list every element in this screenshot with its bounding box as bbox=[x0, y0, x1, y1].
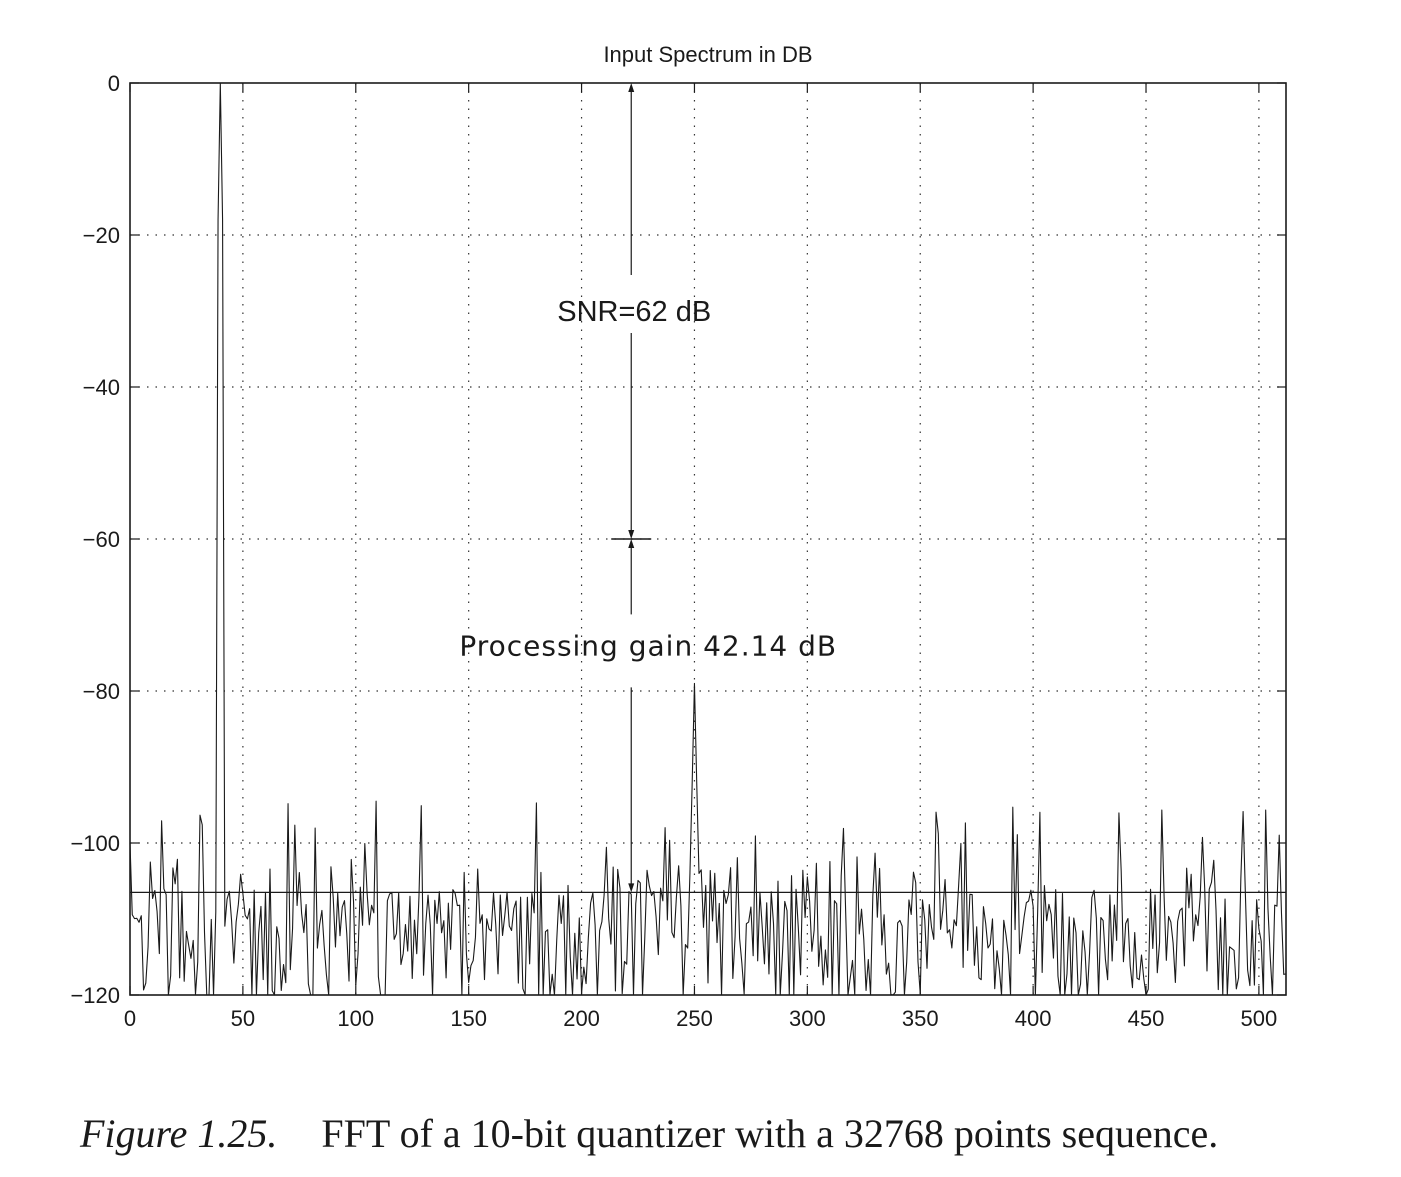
annotations: SNR=62 dB Processing gain 42.14 dB bbox=[459, 83, 837, 893]
y-tick-label: −100 bbox=[70, 831, 120, 856]
x-tick-label: 150 bbox=[450, 1006, 487, 1031]
x-tick-label: 0 bbox=[124, 1006, 136, 1031]
x-tick-label: 250 bbox=[676, 1006, 713, 1031]
y-tick-label: −80 bbox=[83, 679, 120, 704]
x-tick-label: 100 bbox=[337, 1006, 374, 1031]
x-tick-label: 50 bbox=[231, 1006, 255, 1031]
snr-arrowhead-top bbox=[628, 83, 635, 92]
grid bbox=[130, 83, 1286, 995]
x-tick-label: 400 bbox=[1015, 1006, 1052, 1031]
spectrum-chart: Input Spectrum in DB SNR=62 dB Processing… bbox=[70, 42, 1287, 1031]
figure-caption: Figure 1.25. FFT of a 10-bit quantizer wi… bbox=[80, 1110, 1380, 1157]
spectrum-series bbox=[129, 82, 1287, 996]
axis-ticks: 0 50 100 150 200 250 300 350 400 450 500 0 −20 −40 −60… bbox=[70, 71, 1286, 1031]
snr-label: SNR=62 dB bbox=[557, 296, 711, 328]
y-tick-label: −40 bbox=[83, 375, 120, 400]
y-tick-label: −60 bbox=[83, 527, 120, 552]
caption-label: Figure 1.25. bbox=[80, 1111, 278, 1156]
y-tick-label: 0 bbox=[108, 71, 120, 96]
snr-arrowhead-bottom bbox=[628, 530, 635, 539]
pg-arrowhead-bottom bbox=[628, 883, 635, 893]
y-tick-label: −20 bbox=[83, 223, 120, 248]
x-tick-label: 300 bbox=[789, 1006, 826, 1031]
pg-arrowhead-top bbox=[628, 539, 635, 548]
chart-title: Input Spectrum in DB bbox=[603, 42, 812, 67]
y-tick-label: −120 bbox=[70, 983, 120, 1008]
x-tick-label: 350 bbox=[902, 1006, 939, 1031]
caption-text: FFT of a 10-bit quantizer with a 32768 p… bbox=[321, 1111, 1219, 1156]
processing-gain-label: Processing gain 42.14 dB bbox=[459, 629, 837, 662]
x-tick-label: 500 bbox=[1241, 1006, 1278, 1031]
x-tick-label: 200 bbox=[563, 1006, 600, 1031]
x-tick-label: 450 bbox=[1128, 1006, 1165, 1031]
